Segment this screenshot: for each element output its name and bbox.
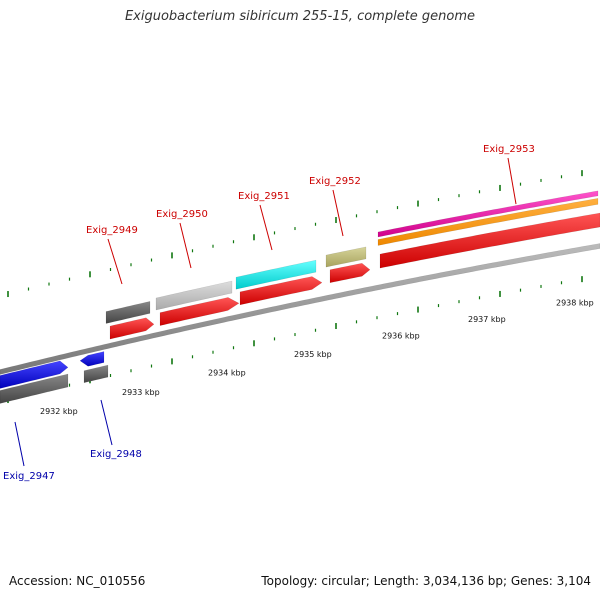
exig-2952-label: Exig_2952 (309, 176, 361, 187)
exig-2950-label: Exig_2950 (156, 209, 208, 220)
exig-2948-leader-line (100, 399, 113, 446)
exig-2948-label: Exig_2948 (90, 449, 142, 460)
accession-text: Accession: NC_010556 (9, 574, 146, 588)
gene-exig-2949-cds (109, 317, 155, 340)
tick-marks (7, 170, 583, 404)
scale-label-2933-kbp: 2933 kbp (122, 388, 160, 397)
scale-label-2932-kbp: 2932 kbp (40, 407, 78, 416)
gene-exig-2952-cds (329, 262, 371, 284)
gene-exig-2947-bar (0, 360, 69, 389)
exig-2951-leader-line (259, 204, 273, 251)
genome-backbone (0, 243, 600, 375)
gene-exig-2951-cds (239, 276, 323, 306)
exig-2953-leader-line (507, 157, 517, 205)
exig-2949-leader-line (107, 238, 123, 285)
gene-exig-2951-bar (235, 259, 317, 290)
gene-exig-2947-gray-bar (0, 373, 69, 404)
gene-exig-2950-gray-bar (155, 280, 233, 311)
genome-summary-text: Topology: circular; Length: 3,034,136 bp… (261, 574, 591, 588)
map-title: Exiguobacterium sibiricum 255-15, comple… (124, 9, 476, 24)
gene-exig-2949-gray-bar (105, 301, 151, 324)
gene-exig-2948-gray-bar (83, 364, 109, 384)
exig-2950-leader-line (179, 222, 192, 269)
gene-exig-2952-bar (325, 246, 367, 268)
scale-label-2936-kbp: 2936 kbp (382, 332, 420, 341)
gene-exig-2950-cds (159, 297, 240, 326)
scale-label-2937-kbp: 2937 kbp (468, 315, 506, 324)
exig-2947-leader-line (14, 421, 25, 467)
exig-2952-leader-line (332, 189, 344, 237)
gene-exig-2953-pink-bar (377, 190, 599, 238)
exig-2947-label: Exig_2947 (3, 471, 55, 482)
gene-exig-2948-bar (79, 351, 105, 367)
gene-exig-2953-orange-bar (377, 198, 599, 246)
exig-2953-label: Exig_2953 (483, 144, 535, 155)
scale-label-2934-kbp: 2934 kbp (208, 368, 246, 377)
scale-label-2935-kbp: 2935 kbp (294, 350, 332, 359)
scale-label-2938-kbp: 2938 kbp (556, 299, 594, 308)
exig-2951-label: Exig_2951 (238, 191, 290, 202)
exig-2949-label: Exig_2949 (86, 225, 138, 236)
gene-exig-2953-cds (379, 212, 600, 269)
